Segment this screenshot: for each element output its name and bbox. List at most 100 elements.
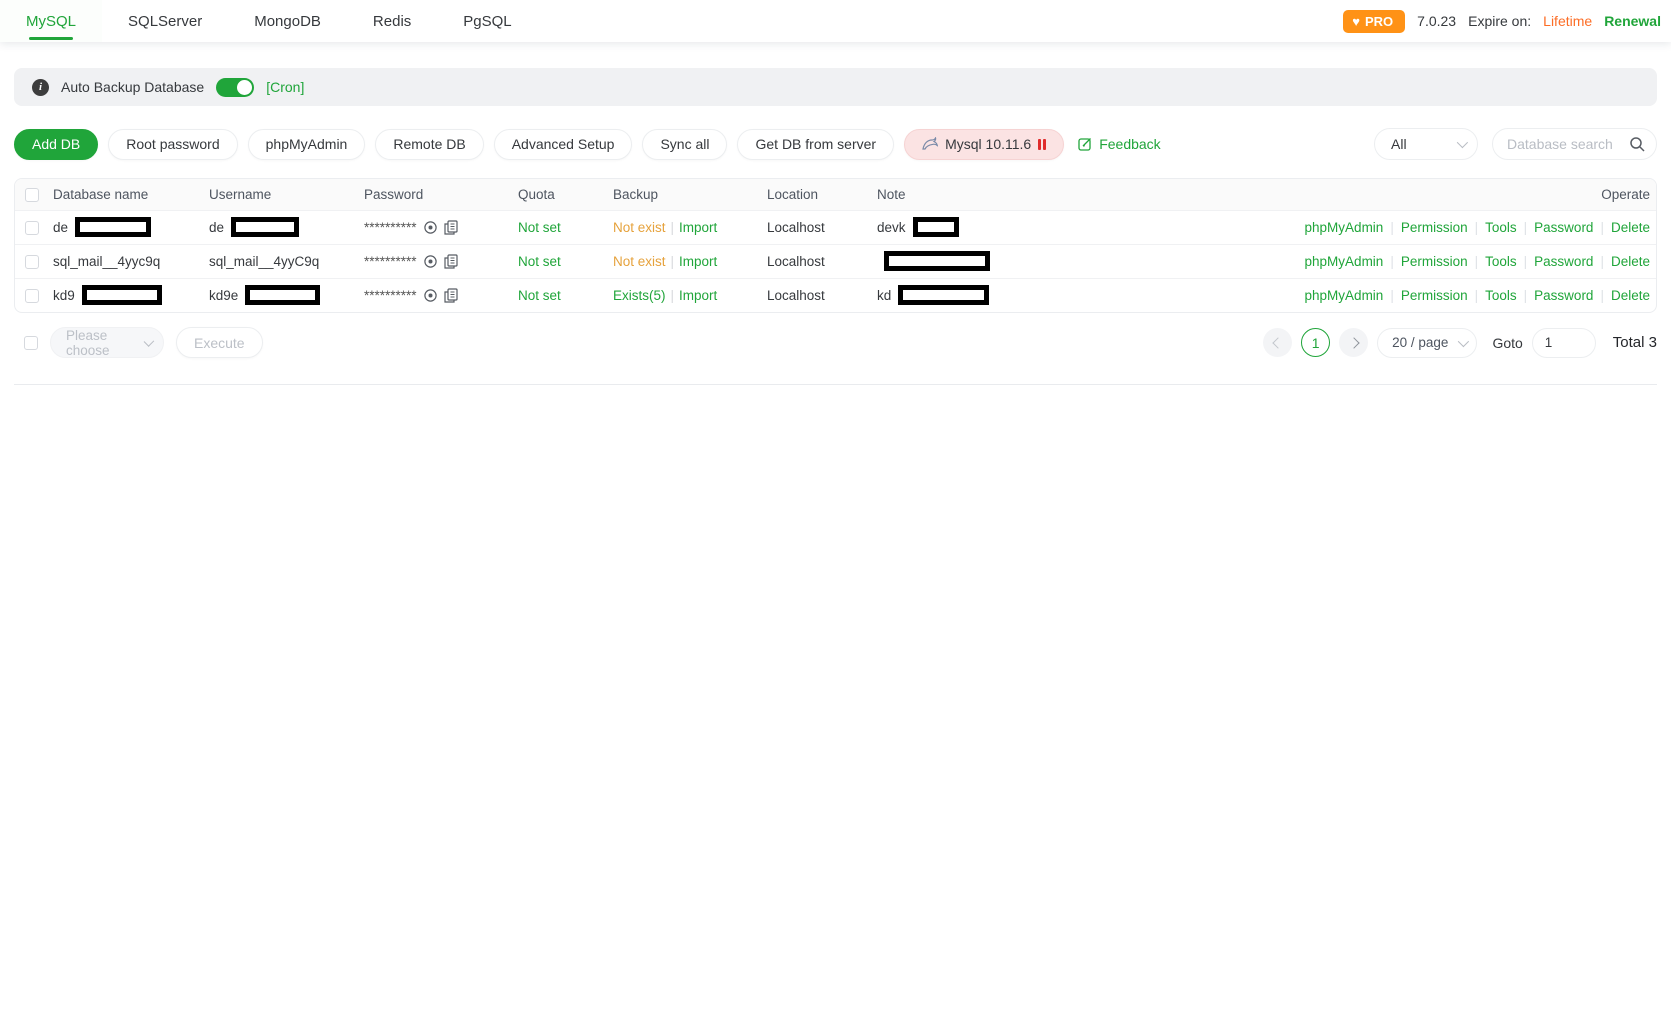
cron-link[interactable]: [Cron] [266, 79, 305, 95]
sync-all-button[interactable]: Sync all [642, 128, 728, 160]
bulk-action-select[interactable]: Please choose [50, 327, 164, 358]
tools-link[interactable]: Tools [1485, 219, 1517, 235]
backup-status[interactable]: Not exist [613, 253, 666, 269]
backup-status[interactable]: Not exist [613, 219, 666, 235]
note-value[interactable]: devk [877, 219, 906, 235]
info-icon: i [32, 78, 49, 96]
username: sql_mail__4yyC9q [209, 253, 320, 269]
page-size-select[interactable]: 20 / page [1377, 327, 1478, 358]
eye-icon[interactable] [423, 254, 438, 269]
location-value: Localhost [767, 253, 825, 269]
password-masked: ********** [364, 219, 417, 235]
eye-icon[interactable] [423, 220, 438, 235]
note-value[interactable]: kd [877, 287, 892, 303]
mysql-dolphin-icon [922, 137, 939, 151]
table-row: de de ********** Not set Not exist | Impor… [15, 209, 1656, 244]
table-row: kd9 kd9e ********** Not set Exists(5) | Im… [15, 277, 1656, 312]
database-name: sql_mail__4yyc9q [53, 253, 161, 269]
copy-icon[interactable] [443, 288, 458, 303]
backup-status[interactable]: Exists(5) [613, 287, 666, 303]
redaction-box [884, 251, 990, 271]
feedback-label: Feedback [1099, 136, 1161, 152]
phpmyadmin-link[interactable]: phpMyAdmin [1304, 253, 1384, 269]
row-checkbox[interactable] [25, 220, 39, 235]
filter-select[interactable]: All [1374, 128, 1478, 160]
mysql-version-button[interactable]: Mysql 10.11.6 [904, 128, 1065, 160]
execute-button[interactable]: Execute [176, 327, 263, 358]
db-type-tabs: MySQL SQLServer MongoDB Redis PgSQL [0, 0, 538, 42]
phpmyadmin-button[interactable]: phpMyAdmin [247, 128, 366, 160]
col-location: Location [763, 179, 873, 210]
toolbar-right: All [1374, 128, 1657, 160]
row-checkbox[interactable] [25, 254, 39, 269]
password-masked: ********** [364, 253, 417, 269]
search-input[interactable] [1507, 136, 1629, 152]
tools-link[interactable]: Tools [1485, 253, 1517, 269]
prev-page-button[interactable] [1263, 328, 1293, 357]
get-db-from-server-button[interactable]: Get DB from server [737, 128, 895, 160]
tools-link[interactable]: Tools [1485, 287, 1517, 303]
bulk-action-placeholder: Please choose [66, 327, 110, 358]
edit-note-icon [1078, 137, 1093, 152]
redaction-box [912, 217, 959, 237]
import-link[interactable]: Import [679, 287, 718, 303]
quota-value[interactable]: Not set [518, 287, 561, 303]
tab-pgsql[interactable]: PgSQL [463, 12, 512, 30]
select-all-checkbox[interactable] [25, 187, 39, 202]
delete-link[interactable]: Delete [1610, 219, 1650, 235]
next-page-button[interactable] [1339, 328, 1369, 357]
redaction-box [81, 285, 162, 306]
root-password-button[interactable]: Root password [108, 128, 238, 160]
main-content: i Auto Backup Database [Cron] Add DB Roo… [0, 42, 1671, 385]
col-operate: Operate [1256, 179, 1656, 210]
permission-link[interactable]: Permission [1400, 253, 1468, 269]
row-checkbox[interactable] [25, 288, 39, 303]
auto-backup-toggle[interactable] [216, 77, 255, 97]
redaction-box [75, 217, 152, 237]
renewal-link[interactable]: Renewal [1604, 13, 1661, 29]
goto-page-input[interactable] [1531, 327, 1596, 358]
tab-mongodb[interactable]: MongoDB [254, 12, 321, 30]
delete-link[interactable]: Delete [1610, 287, 1650, 303]
search-icon[interactable] [1629, 136, 1646, 153]
table-row: sql_mail__4yyc9q sql_mail__4yyC9q ******… [15, 243, 1656, 278]
import-link[interactable]: Import [679, 253, 718, 269]
expire-label: Expire on: [1468, 13, 1532, 29]
permission-link[interactable]: Permission [1400, 287, 1468, 303]
col-username: Username [205, 179, 360, 210]
pro-badge[interactable]: ♥ PRO [1343, 9, 1406, 33]
location-value: Localhost [767, 287, 825, 303]
tab-sqlserver[interactable]: SQLServer [128, 12, 203, 30]
col-note: Note [873, 179, 1256, 210]
tab-redis[interactable]: Redis [372, 12, 412, 30]
copy-icon[interactable] [443, 219, 458, 235]
feedback-link[interactable]: Feedback [1078, 136, 1161, 152]
redaction-box [245, 285, 321, 306]
current-page-button[interactable]: 1 [1301, 328, 1331, 357]
total-count: Total 3 [1612, 334, 1657, 351]
password-link[interactable]: Password [1534, 219, 1594, 235]
mysql-version-label: Mysql 10.11.6 [945, 136, 1032, 152]
advanced-setup-button[interactable]: Advanced Setup [493, 128, 633, 160]
chevron-left-icon [1271, 336, 1284, 349]
eye-icon[interactable] [423, 288, 438, 303]
password-link[interactable]: Password [1534, 253, 1594, 269]
filter-value: All [1391, 136, 1407, 152]
phpmyadmin-link[interactable]: phpMyAdmin [1304, 287, 1384, 303]
bulk-select-checkbox[interactable] [24, 335, 38, 350]
import-link[interactable]: Import [679, 219, 718, 235]
tab-mysql[interactable]: MySQL [0, 0, 103, 42]
goto-label: Goto [1492, 334, 1523, 351]
delete-link[interactable]: Delete [1610, 253, 1650, 269]
username: de [209, 219, 225, 235]
add-db-button[interactable]: Add DB [14, 128, 99, 160]
quota-value[interactable]: Not set [518, 253, 561, 269]
pause-icon [1038, 138, 1047, 150]
password-link[interactable]: Password [1534, 287, 1594, 303]
remote-db-button[interactable]: Remote DB [375, 128, 484, 160]
phpmyadmin-link[interactable]: phpMyAdmin [1304, 219, 1384, 235]
permission-link[interactable]: Permission [1400, 219, 1468, 235]
copy-icon[interactable] [443, 253, 458, 269]
quota-value[interactable]: Not set [518, 219, 561, 235]
panel-version: 7.0.23 [1417, 13, 1457, 29]
